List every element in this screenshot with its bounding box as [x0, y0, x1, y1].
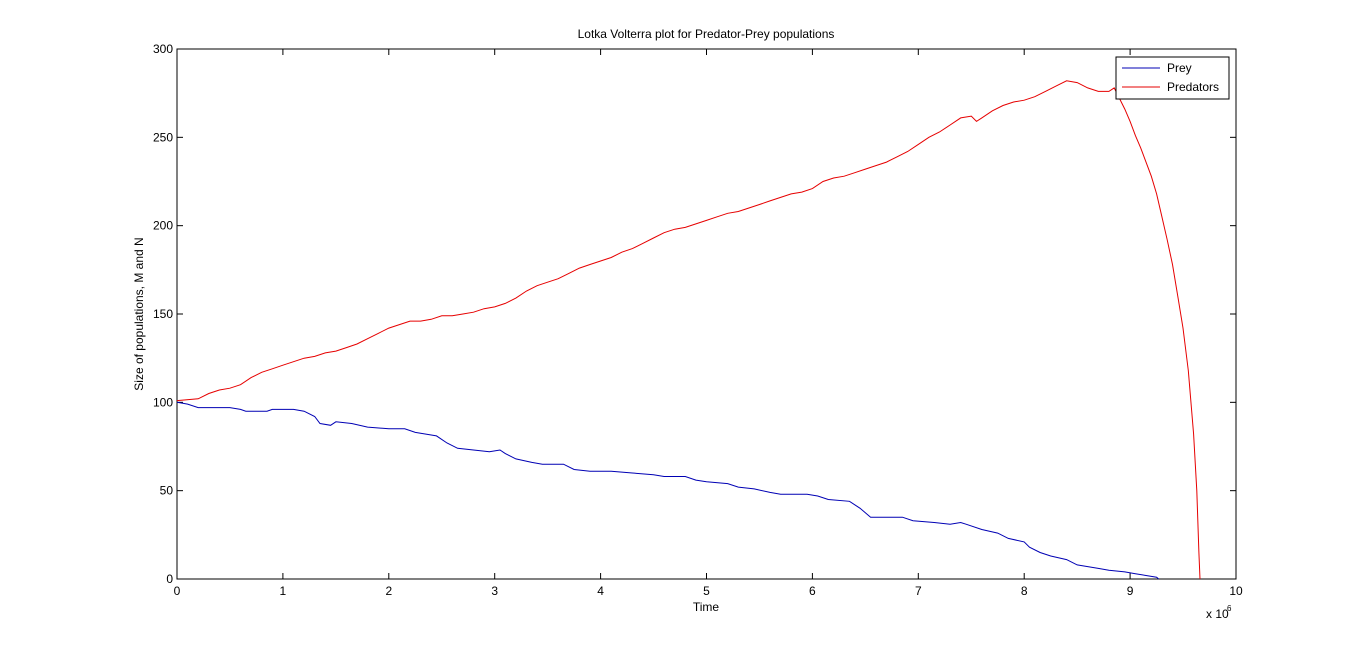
x-tick-label: 5 — [703, 584, 710, 598]
legend-label-predators: Predators — [1167, 80, 1219, 94]
y-tick-label: 300 — [153, 42, 173, 56]
y-tick-label: 0 — [166, 572, 173, 586]
x-tick-label: 1 — [280, 584, 287, 598]
plot-area — [176, 48, 1237, 580]
series-line-prey — [176, 401, 1160, 580]
legend: Prey Predators — [1115, 56, 1230, 100]
y-tick-label: 200 — [153, 219, 173, 233]
legend-label-prey: Prey — [1167, 61, 1192, 75]
x-exponent-base: x 10 — [1206, 607, 1229, 621]
y-tick-label: 250 — [153, 130, 173, 144]
x-axis-ticks: 0 1 2 3 4 5 6 7 8 9 10 — [174, 49, 1243, 598]
legend-box — [1115, 56, 1230, 100]
x-tick-label: 8 — [1021, 584, 1028, 598]
x-tick-label: 7 — [915, 584, 922, 598]
y-tick-label: 100 — [153, 395, 173, 409]
series-layer — [176, 80, 1201, 580]
y-tick-label: 150 — [153, 307, 173, 321]
x-tick-label: 0 — [174, 584, 181, 598]
x-tick-label: 2 — [385, 584, 392, 598]
chart-title: Lotka Volterra plot for Predator-Prey po… — [578, 27, 835, 41]
x-tick-label: 9 — [1127, 584, 1134, 598]
x-tick-label: 3 — [491, 584, 498, 598]
x-axis-label: Time — [693, 600, 720, 614]
y-tick-label: 50 — [160, 484, 174, 498]
x-exponent-power: 6 — [1227, 604, 1232, 613]
x-tick-label: 4 — [597, 584, 604, 598]
y-axis-label: Size of populations, M and N — [132, 237, 146, 390]
y-axis-ticks: 0 50 100 150 200 250 300 — [153, 42, 1236, 586]
series-line-predators — [176, 80, 1201, 580]
x-tick-label: 10 — [1229, 584, 1243, 598]
x-tick-label: 6 — [809, 584, 816, 598]
